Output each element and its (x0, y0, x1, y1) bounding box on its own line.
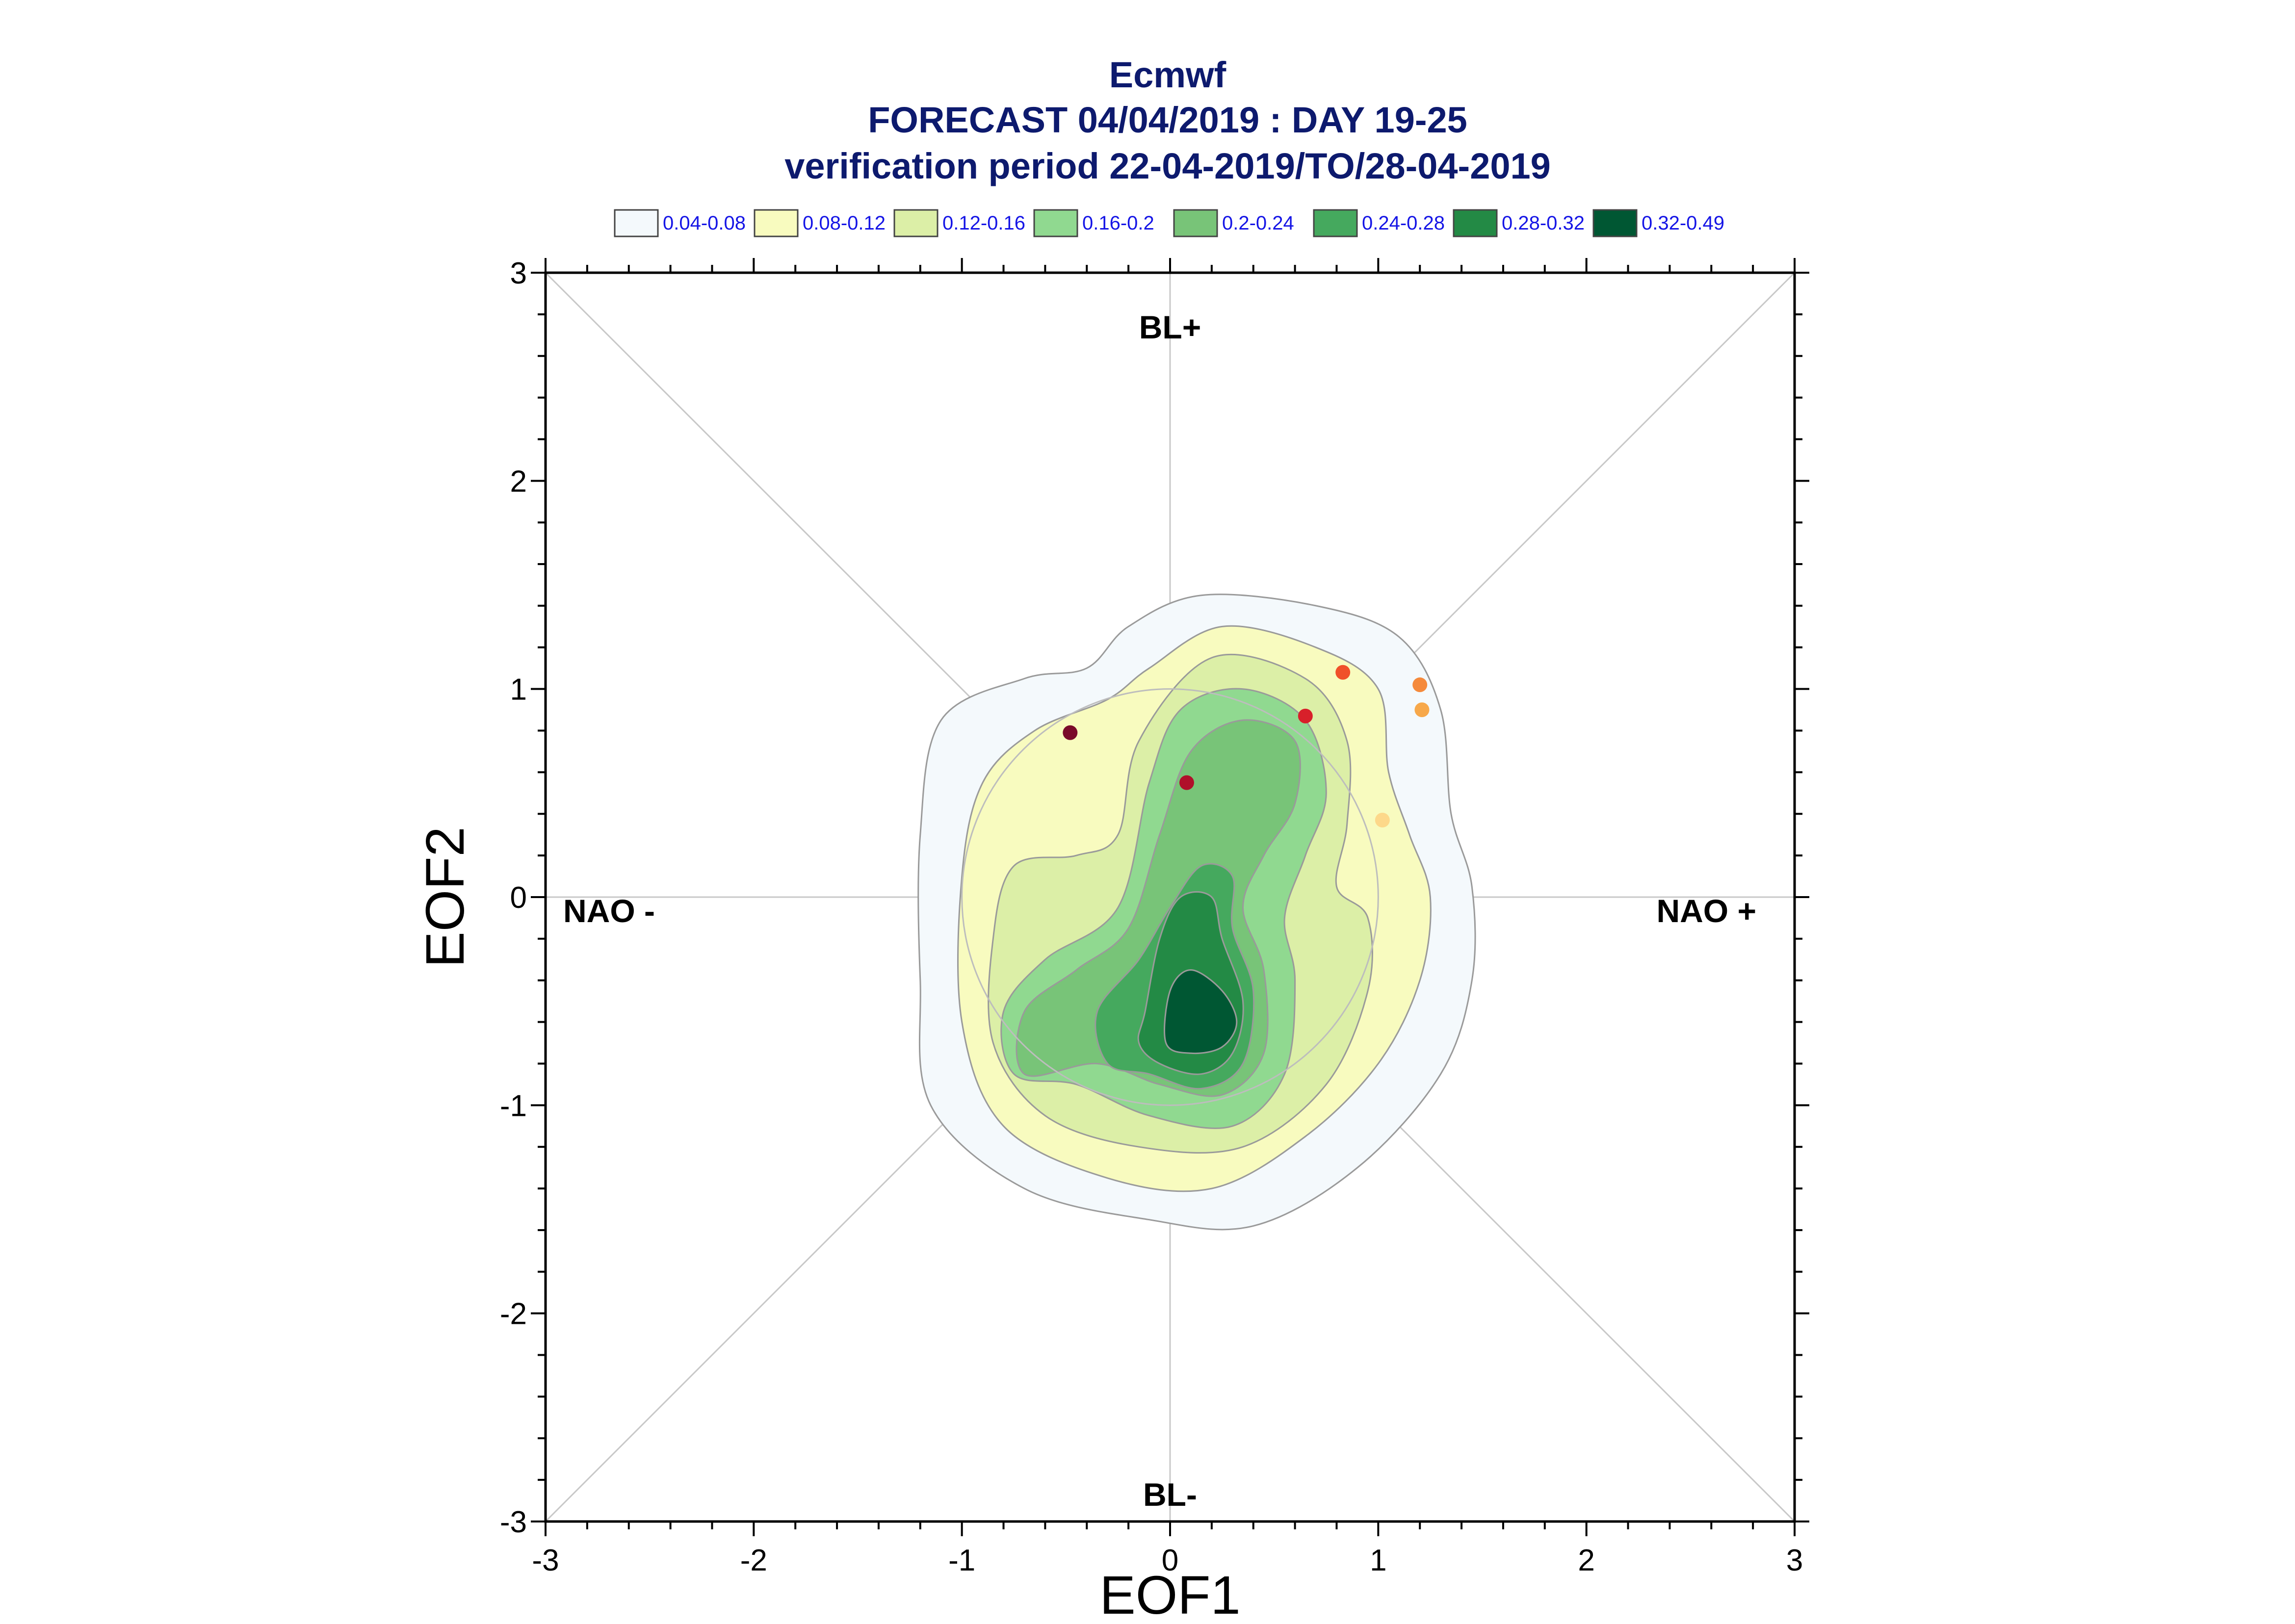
plot-area: -3 -2 -1 0 1 2 3 -3 -2 -1 0 1 2 3 BL+ BL- NAO - NAO + (500, 257, 1809, 1577)
regime-label-right: NAO + (1656, 893, 1756, 929)
legend-label: 0.2-0.24 (1222, 212, 1294, 234)
legend-swatch (1313, 209, 1358, 237)
ensemble-point (1414, 702, 1430, 718)
contour-0.32-0.49 (1164, 969, 1238, 1055)
legend-label: 0.32-0.49 (1642, 212, 1724, 234)
title-line-3: verification period 22-04-2019/TO/28-04-… (784, 146, 1551, 186)
ensemble-point (1298, 708, 1313, 723)
legend-swatch (1453, 209, 1498, 237)
ensemble-point (1375, 812, 1390, 827)
legend-swatch (614, 209, 659, 237)
chart-title: Ecmwf FORECAST 04/04/2019 : DAY 19-25 ve… (784, 54, 1551, 186)
y-tick-label: -1 (500, 1089, 527, 1123)
x-tick-label: 1 (1370, 1544, 1386, 1577)
x-tick-label: 0 (1162, 1544, 1178, 1577)
legend-swatch (754, 209, 799, 237)
title-line-2: FORECAST 04/04/2019 : DAY 19-25 (868, 100, 1467, 140)
x-axis-label: EOF1 (1099, 1565, 1240, 1624)
legend-label: 0.04-0.08 (663, 212, 746, 234)
legend-label: 0.08-0.12 (803, 212, 886, 234)
y-tick-label: 2 (510, 464, 527, 498)
reference-circle (961, 688, 1379, 1106)
y-tick-label: 0 (510, 881, 527, 915)
y-tick-label: -2 (500, 1297, 527, 1331)
legend-label: 0.16-0.2 (1082, 212, 1154, 234)
ensemble-point (1179, 775, 1194, 790)
legend-swatch (1592, 209, 1638, 237)
axis-ticks: -3 -2 -1 0 1 2 3 -3 -2 -1 0 1 2 3 (500, 257, 1809, 1577)
y-tick-label: -3 (500, 1505, 527, 1539)
y-tick-label: 1 (510, 673, 527, 707)
x-tick-label: 3 (1786, 1544, 1803, 1577)
regime-label-bottom: BL- (1143, 1476, 1197, 1513)
title-line-1: Ecmwf (1109, 54, 1226, 95)
ensemble-point (1412, 677, 1428, 693)
y-axis-label: EOF2 (415, 826, 475, 967)
regime-label-top: BL+ (1139, 309, 1201, 345)
x-tick-label: -1 (948, 1544, 975, 1577)
ensemble-point (1063, 725, 1078, 740)
density-contours (917, 593, 1476, 1231)
x-tick-label: -2 (740, 1544, 767, 1577)
ensemble-point (1335, 665, 1351, 680)
x-tick-label: 2 (1578, 1544, 1594, 1577)
legend-swatch (1173, 209, 1218, 237)
legend-swatch (893, 209, 939, 237)
legend: 0.04-0.08 0.08-0.12 0.12-0.16 0.16-0.2 0.2-0… (614, 209, 1724, 237)
x-tick-label: -3 (532, 1544, 559, 1577)
legend-swatch (1033, 209, 1078, 237)
legend-label: 0.28-0.32 (1502, 212, 1585, 234)
legend-label: 0.24-0.28 (1362, 212, 1445, 234)
regime-label-left: NAO - (563, 893, 655, 929)
legend-label: 0.12-0.16 (942, 212, 1025, 234)
ensemble-points (1063, 665, 1430, 827)
y-tick-label: 3 (510, 257, 527, 290)
